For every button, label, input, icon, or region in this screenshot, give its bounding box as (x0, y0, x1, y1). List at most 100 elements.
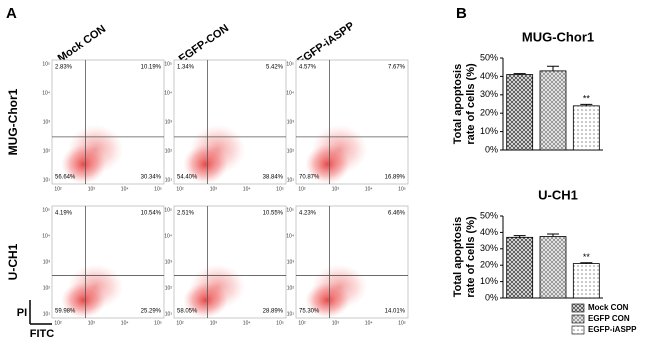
event-cloud (67, 264, 124, 310)
event-cloud (189, 124, 246, 175)
y-tick-label: 10⁴ (42, 233, 50, 239)
x-tick-label: 10⁴ (243, 186, 251, 192)
x-tick-label: 10³ (332, 186, 340, 192)
y-tick-label: 20% (480, 108, 498, 118)
y-tick-label: 10⁵ (286, 61, 294, 67)
significance: ** (583, 94, 591, 104)
y-tick-label: 10¹ (43, 311, 51, 317)
x-tick-label: 10² (54, 320, 62, 326)
chart-title: MUG-Chor1 (522, 29, 594, 44)
event-cloud (311, 264, 368, 310)
y-tick-label: 10³ (287, 119, 295, 125)
error-bar (513, 73, 526, 75)
error-bar (580, 103, 593, 106)
error-bar (547, 65, 559, 71)
quadrant-percent: 6.46% (388, 211, 406, 217)
row-label: MUG-Chor1 (6, 88, 20, 155)
quadrant-percent: 14.01% (385, 309, 406, 315)
y-tick-label: 10⁴ (286, 90, 294, 96)
column-title: Mock CON (56, 23, 108, 65)
x-tick-label: 10² (176, 320, 184, 326)
quadrant-percent: 1.34% (177, 65, 195, 71)
x-tick-label: 10⁴ (365, 320, 373, 326)
x-tick-label: 10³ (332, 320, 340, 326)
quadrant-percent: 56.64% (55, 175, 76, 181)
quadrant-percent: 58.05% (177, 309, 198, 315)
x-tick-label: 10⁵ (276, 320, 284, 326)
quadrant-percent: 30.34% (141, 175, 162, 181)
y-tick-label: 10² (165, 148, 173, 154)
x-tick-label: 10² (176, 186, 184, 192)
y-tick-label: 0% (485, 292, 498, 302)
y-tick-label: 50% (480, 210, 498, 220)
chart-title: U-CH1 (538, 187, 578, 202)
bar (539, 70, 567, 151)
y-tick-label: 10² (43, 285, 51, 291)
y-tick-label: 10% (480, 126, 498, 136)
quadrant-percent: 10.19% (141, 65, 162, 71)
y-tick-label: 30% (480, 243, 498, 253)
quadrant-percent: 10.55% (263, 211, 284, 217)
error-bar (580, 262, 593, 264)
quadrant-percent: 54.40% (177, 175, 198, 181)
y-tick-label: 10¹ (287, 311, 295, 317)
y-tick-label: 10¹ (43, 177, 51, 183)
y-tick-label: 10⁴ (42, 90, 50, 96)
quadrant-percent: 75.30% (299, 309, 320, 315)
y-tick-label: 10² (287, 285, 295, 291)
quadrant-percent: 59.98% (55, 309, 76, 315)
legend-swatch (571, 303, 585, 313)
y-tick-label: 10⁴ (164, 90, 172, 96)
bar (506, 236, 534, 299)
x-tick-label: 10² (54, 186, 62, 192)
event-cloud (189, 264, 246, 310)
quadrant-percent: 70.87% (299, 175, 320, 181)
legend-label: EGFP-iASPP (588, 325, 637, 334)
x-tick-label: 10⁵ (276, 186, 284, 192)
event-cloud (67, 124, 124, 175)
y-tick-label: 20% (480, 260, 498, 270)
y-axis-label: rate of cells (%) (465, 63, 477, 145)
legend-swatch (571, 325, 585, 335)
y-tick-label: 10² (287, 148, 295, 154)
x-tick-label: 10⁵ (154, 320, 162, 326)
x-axis-label: FITC (30, 328, 54, 340)
quadrant-percent: 7.67% (388, 65, 406, 71)
y-tick-label: 0% (485, 144, 498, 154)
x-tick-label: 10² (298, 186, 306, 192)
y-tick-label: 50% (480, 52, 498, 62)
bar (572, 105, 600, 151)
y-tick-label: 10⁵ (42, 207, 50, 213)
x-tick-label: 10⁴ (243, 320, 251, 326)
error-bar (547, 233, 559, 237)
y-tick-label: 10³ (287, 259, 295, 265)
quadrant-percent: 16.89% (385, 175, 406, 181)
significance: ** (583, 252, 591, 262)
x-tick-label: 10⁴ (121, 186, 129, 192)
y-tick-label: 10⁵ (164, 207, 172, 213)
y-tick-label: 40% (480, 227, 498, 237)
quadrant-percent: 28.89% (263, 309, 284, 315)
quadrant-percent: 10.54% (141, 211, 162, 217)
row-label: U-CH1 (6, 243, 20, 280)
y-tick-label: 10⁵ (164, 61, 172, 67)
y-tick-label: 10³ (165, 259, 173, 265)
x-tick-label: 10² (298, 320, 306, 326)
y-tick-label: 10⁵ (286, 207, 294, 213)
bar (572, 263, 600, 299)
y-tick-label: 10² (43, 148, 51, 154)
y-tick-label: 10⁵ (42, 61, 50, 67)
y-axis-label: Total apoptosis (452, 217, 464, 297)
y-tick-label: 10⁴ (286, 233, 294, 239)
legend-label: EGFP CON (588, 314, 630, 323)
quadrant-percent: 4.19% (55, 211, 73, 217)
y-tick-label: 10³ (43, 259, 51, 265)
y-tick-label: 30% (480, 89, 498, 99)
x-tick-label: 10³ (88, 186, 96, 192)
event-cloud (311, 124, 368, 175)
y-axis-label: Total apoptosis (452, 64, 464, 144)
panel-label: B (456, 5, 467, 22)
y-tick-label: 10³ (43, 119, 51, 125)
